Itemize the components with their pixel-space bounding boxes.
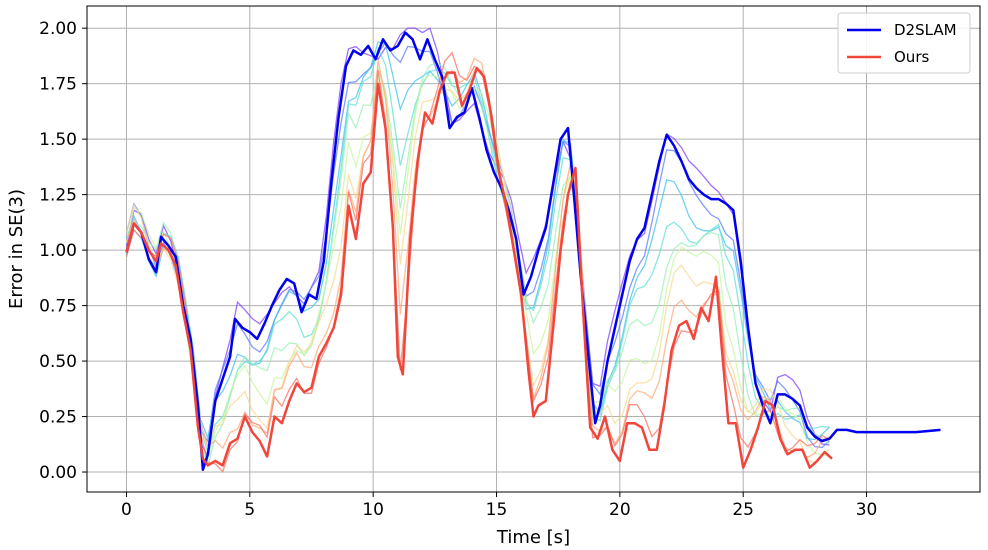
legend-label-d2slam: D2SLAM [894,21,957,39]
y-tick-label: 1.75 [39,75,77,95]
legend-label-ours: Ours [894,48,929,66]
x-tick-label: 30 [856,500,878,520]
background-series-line [125,41,830,449]
x-tick-label: 0 [121,500,132,520]
x-tick-label: 15 [486,500,508,520]
series-line-d2slam [125,31,941,472]
y-tick-label: 0.00 [39,463,77,483]
grid [87,6,980,492]
x-tick-label: 10 [362,500,384,520]
x-axis-label: Time [s] [496,527,570,548]
x-tick-label: 25 [732,500,754,520]
x-tick-label: 5 [244,500,255,520]
y-tick-label: 0.75 [39,297,77,317]
series-line-ours [125,66,833,469]
background-series-line [125,74,830,463]
y-axis-label: Error in SE(3) [6,189,27,309]
background-series-line [125,41,830,441]
legend: D2SLAM Ours [837,12,971,74]
series-lines [125,31,941,472]
background-series-line [125,62,830,469]
x-tick-label: 20 [609,500,631,520]
background-series-line [125,68,830,464]
y-tick-label: 0.50 [39,352,77,372]
y-tick-label: 1.25 [39,186,77,206]
x-ticks: 0 5 10 15 20 25 30 [121,492,877,520]
y-tick-label: 0.25 [39,408,77,428]
y-tick-label: 1.00 [39,241,77,261]
y-tick-label: 2.00 [39,19,77,39]
y-tick-label: 1.50 [39,130,77,150]
axes-frame [86,5,981,493]
plot-frame [86,5,981,493]
y-ticks: 0.00 0.25 0.50 0.75 1.00 1.25 1.50 1.75 2.00 [39,19,87,483]
